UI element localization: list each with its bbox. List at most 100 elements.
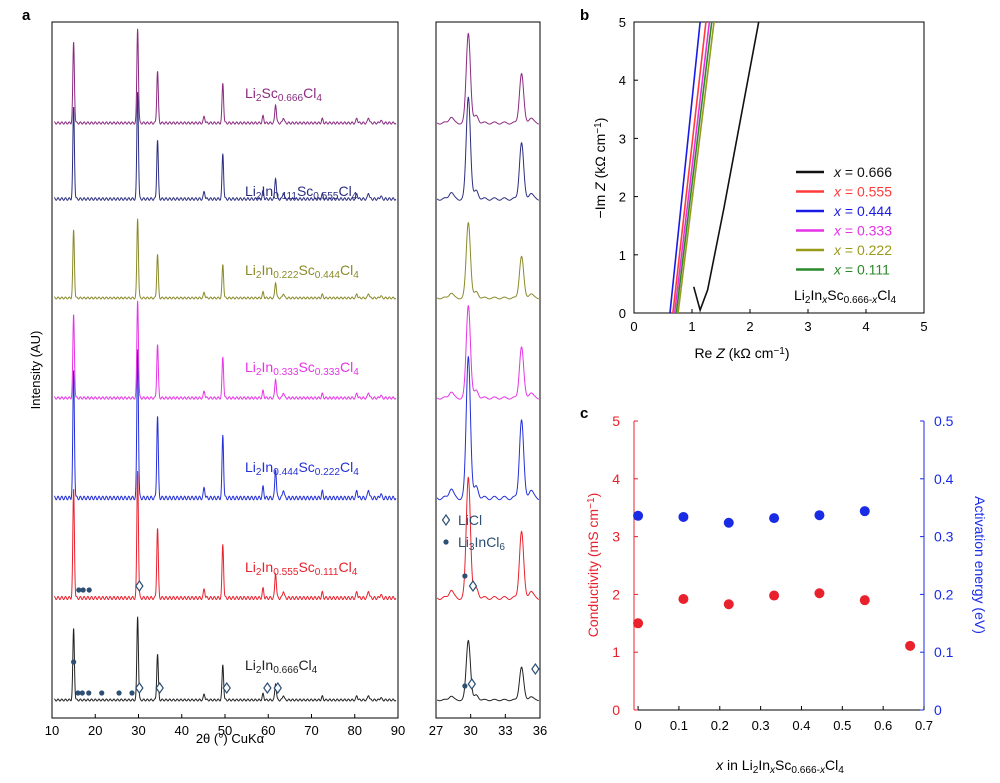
xrd-series-label-part: Cl [340,359,353,375]
nyquist-annotation-part: Sc [827,287,843,303]
xrd-series-label-part: Li [245,657,256,673]
x-tick-label-left: 30 [131,723,145,738]
xrd-trace-right [436,355,540,501]
xrd-series-label-part: Sc [298,559,314,575]
li3incl6-marker [86,690,92,696]
y-axis-label-a: Intensity (AU) [28,331,43,410]
xrd-series-label-part: In [262,183,274,199]
legend-li3incl6-marker [443,539,449,545]
cond-x-tick-label: 0.2 [711,718,729,733]
nyquist-legend-label: x = 0.111 [833,262,890,278]
xrd-series-label-part: 0.111 [315,567,339,578]
cond-x-label-part: 2 [753,765,759,776]
cond-y-tick-label-left: 2 [612,586,620,602]
licl-marker [135,681,144,695]
cond-x-label-part: x [769,765,776,776]
nyquist-x-label-part: Z [715,345,725,361]
x-tick-label-left: 70 [304,723,318,738]
nyquist-legend-label: x = 0.333 [833,223,892,239]
xrd-series-label-part: 2 [256,467,262,478]
xrd-series-label-part: 0.444 [315,270,341,281]
nyquist-x-label-part: −1 [773,346,785,357]
nyquist-legend-var: x [833,223,842,239]
cond-x-tick-label: 0.5 [833,718,851,733]
licl-marker-right [468,579,478,593]
nyquist-y-tick-label: 4 [619,73,626,88]
x-tick-label-right: 33 [498,723,512,738]
xrd-series-label-part: In [262,657,274,673]
xrd-series-label-part: 0.444 [273,467,299,478]
nyquist-curve [673,22,711,313]
nyquist-annotation-part: 2 [805,295,811,306]
xrd-series-label-part: Sc [298,359,314,375]
li3incl6-marker [86,587,92,593]
nyquist-x-tick-label: 1 [688,319,695,334]
xrd-series-label-part: 2 [256,270,262,281]
nyquist-y-label-part: ) [592,118,608,123]
xrd-trace-right [436,476,539,600]
cond-y-tick-label-right: 0.5 [934,413,954,429]
li3incl6-marker [71,659,77,665]
nyquist-x-label-part: ) [785,345,790,361]
licl-marker-right [531,662,540,676]
x-tick-label-left: 50 [218,723,232,738]
xrd-series-label-part: Li [245,85,256,101]
x-tick-label-left: 60 [261,723,275,738]
cond-x-label: x in Li2InxSc0.666-xCl4 [715,757,844,776]
conductivity-point [905,640,916,651]
conductivity-point [859,595,870,606]
nyquist-legend-var: x [833,242,842,258]
nyquist-x-tick-label: 4 [862,319,869,334]
xrd-trace-right [436,304,539,400]
xrd-series-label-part: In [262,459,274,475]
xrd-series-label-part: Li [245,559,256,575]
legend-licl-label-part: LiCl [458,512,482,528]
activation-energy-point [723,517,734,528]
cond-y-tick-label-left: 0 [612,702,620,718]
x-tick-label-left: 80 [348,723,362,738]
legend-li3incl6-label-part: 6 [499,542,505,553]
cond-y-tick-label-right: 0.3 [934,529,954,545]
xrd-trace-left [54,471,397,601]
panel-label-a: a [22,7,31,24]
cond-y-tick-label-left: 4 [612,471,620,487]
xrd-series-label-part: Li [245,459,256,475]
x-axis-label-a: 2θ (°) CuKα [196,731,265,746]
nyquist-y-tick-label: 1 [619,248,626,263]
cond-y-tick-label-right: 0.2 [934,586,954,602]
nyquist-annotation-part: x [871,295,878,306]
conductivity-point [723,599,734,610]
licl-marker-right [467,677,477,691]
licl-marker [263,681,272,695]
nyquist-legend-var: x [833,203,842,219]
nyquist-legend-label: x = 0.555 [833,184,892,200]
panel-label-b: b [580,7,589,24]
xrd-series-label-part: Cl [340,262,353,278]
cond-x-label-part: x [819,765,826,776]
nyquist-legend-value: = 0.333 [841,223,892,239]
nyquist-legend-value: = 0.222 [841,242,892,258]
xrd-trace-left [54,218,397,300]
nyquist-y-label-part: −Im [592,191,608,219]
nyquist-curve [675,22,713,313]
xrd-series-label-part: Cl [339,183,352,199]
xrd-series-label-part: Cl [340,459,353,475]
xrd-series-label-part: 2 [256,367,262,378]
xrd-series-label-part: 2 [256,93,262,104]
xrd-series-label-part: 2 [256,665,262,676]
nyquist-legend-value: = 0.444 [841,203,892,219]
legend-li3incl6-label-part: Li [458,534,469,550]
nyquist-annotation-part: x [821,295,828,306]
cond-x-tick-label: 0.3 [752,718,770,733]
licl-marker [222,681,231,695]
xrd-series-label: Li2In0.444Sc0.222Cl4 [245,459,359,478]
nyquist-y-tick-label: 3 [619,131,626,146]
nyquist-y-tick-label: 2 [619,190,626,205]
x-tick-label-left: 90 [391,723,405,738]
cond-x-label-part: 4 [838,765,844,776]
li3incl6-marker [80,587,86,593]
cond-x-tick-label: 0.7 [915,718,933,733]
xrd-trace-right [436,96,539,201]
nyquist-x-tick-label: 5 [920,319,927,334]
xrd-trace-right [436,221,539,300]
